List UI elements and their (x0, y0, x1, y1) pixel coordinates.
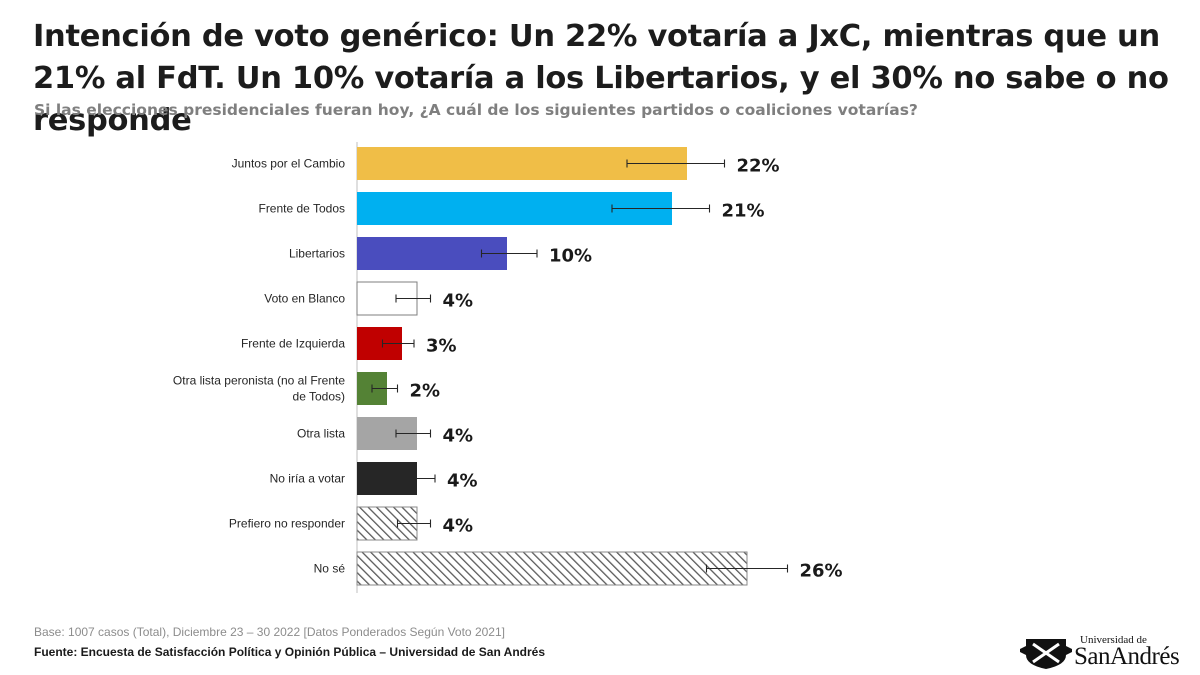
error-bar-frente-de-todos (611, 204, 711, 213)
value-label-otra-lista: 4% (443, 426, 474, 447)
value-label-otra-lista-peronista-no-al-frente-de-todos: 2% (410, 381, 441, 402)
category-label-otra-lista: Otra lista (297, 427, 345, 441)
category-label-frente-de-todos: Frente de Todos (258, 202, 345, 216)
chart-title: Intención de voto genérico: Un 22% votar… (33, 19, 1169, 138)
chart-subtitle: Si las elecciones presidenciales fueran … (34, 101, 918, 119)
error-bar-no-se (705, 564, 789, 573)
error-bar-frente-de-izquierda (381, 339, 415, 348)
category-label-otra-lista-peronista-no-al-frente-de-todos: Otra lista peronista (no al Frente de Tod… (173, 374, 345, 404)
category-label-no-iria-a-votar: No iría a votar (270, 472, 345, 486)
category-label-line: Otra lista peronista (no al Frente (173, 374, 345, 388)
error-bar-libertarios (480, 249, 538, 258)
error-bar-prefiero-no-responder (396, 519, 432, 528)
logo-text-small: Universidad de (1080, 634, 1147, 646)
base-note: Base: 1007 casos (Total), Diciembre 23 –… (34, 625, 505, 639)
bar-chart: Juntos por el Cambio 22% Frente de Todos 21… (173, 142, 843, 593)
error-bar-no-iria-a-votar (396, 474, 436, 483)
category-label-libertarios: Libertarios (289, 247, 345, 261)
category-label-prefiero-no-responder: Prefiero no responder (229, 517, 345, 531)
value-label-voto-en-blanco: 4% (443, 291, 474, 312)
value-label-libertarios: 10% (549, 246, 592, 267)
value-label-frente-de-todos: 21% (722, 201, 765, 222)
category-label-juntos-por-el-cambio: Juntos por el Cambio (232, 157, 346, 171)
bar-no-se (356, 551, 748, 586)
category-label-line: de Todos) (293, 390, 345, 404)
logo-text-big: SanAndrés (1074, 643, 1180, 670)
category-label-no-se: No sé (314, 562, 346, 576)
error-bar-juntos-por-el-cambio (626, 159, 726, 168)
value-label-prefiero-no-responder: 4% (443, 516, 474, 537)
error-bar-otra-lista (395, 429, 432, 438)
crest-icon (1020, 639, 1072, 669)
value-label-no-se: 26% (800, 561, 843, 582)
university-logo: Universidad de SanAndrés (1020, 632, 1195, 672)
value-label-frente-de-izquierda: 3% (426, 336, 457, 357)
error-bar-otra-lista-peronista-no-al-frente-de-todos (371, 384, 399, 393)
category-label-voto-en-blanco: Voto en Blanco (264, 292, 345, 306)
source-note: Fuente: Encuesta de Satisfacción Polític… (34, 645, 546, 659)
value-label-juntos-por-el-cambio: 22% (737, 156, 780, 177)
value-label-no-iria-a-votar: 4% (447, 471, 478, 492)
category-label-frente-de-izquierda: Frente de Izquierda (241, 337, 345, 351)
error-bar-voto-en-blanco (395, 294, 432, 303)
